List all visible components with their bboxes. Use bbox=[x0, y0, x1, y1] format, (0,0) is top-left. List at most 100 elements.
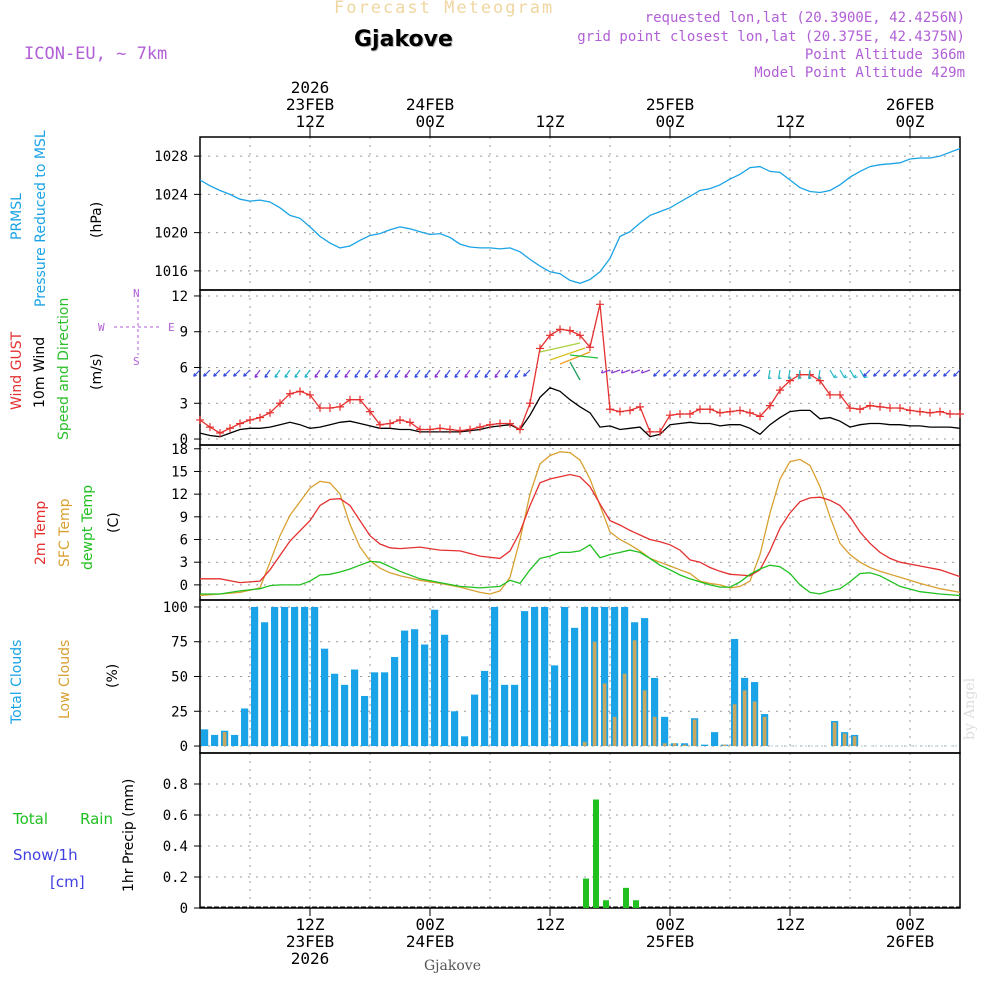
gust-marker bbox=[436, 424, 444, 433]
total-clouds-bar bbox=[251, 606, 259, 747]
total-clouds-bar bbox=[271, 606, 279, 747]
y-tick-label: 1020 bbox=[154, 226, 188, 242]
low-clouds-bar bbox=[832, 722, 837, 747]
y-tick-label: 0 bbox=[180, 432, 188, 448]
wind-direction-arrow bbox=[223, 369, 231, 377]
gust-marker bbox=[606, 405, 614, 414]
wind-direction-arrow bbox=[630, 369, 641, 374]
grid-point-coords: grid point closest lon,lat (20.375E, 42.… bbox=[577, 29, 965, 45]
wind-direction-arrow bbox=[549, 347, 586, 361]
place-title: Gjakove bbox=[354, 27, 453, 52]
wind-direction-arrow bbox=[903, 369, 911, 377]
gust-marker bbox=[396, 415, 404, 424]
wind-direction-arrow bbox=[264, 369, 271, 378]
y-tick-label: 25 bbox=[171, 704, 188, 720]
gust-marker bbox=[876, 402, 884, 411]
gust-marker bbox=[686, 410, 694, 418]
low-clouds-bar bbox=[662, 743, 667, 747]
gust-marker bbox=[656, 427, 664, 436]
model-altitude: Model Point Altitude 429m bbox=[754, 65, 965, 81]
wind-direction-arrow bbox=[913, 369, 921, 377]
low-clouds-bar bbox=[852, 736, 857, 747]
wind-direction-arrow bbox=[673, 369, 681, 377]
gust-marker bbox=[236, 419, 244, 428]
y-tick-label: 0.2 bbox=[163, 870, 188, 886]
low-clouds-bar bbox=[622, 673, 627, 747]
y-tick-label: 0.4 bbox=[163, 839, 188, 855]
bottom-axis-label: 23FEB bbox=[286, 932, 334, 951]
y-tick-label: 6 bbox=[180, 361, 188, 377]
low-clouds-bar bbox=[612, 716, 617, 747]
gust-marker bbox=[926, 408, 934, 417]
total-clouds-bar bbox=[611, 606, 619, 747]
wind-direction-arrow bbox=[743, 369, 751, 377]
wind-direction-arrow bbox=[723, 369, 731, 377]
bottom-axis-label: 12Z bbox=[776, 915, 805, 934]
wind-direction-arrow bbox=[213, 369, 221, 377]
panel-frame bbox=[199, 444, 961, 601]
gust-marker bbox=[546, 331, 554, 340]
y-tick-label: 100 bbox=[163, 600, 188, 616]
total-clouds-bar bbox=[561, 606, 569, 747]
wind-direction-arrow bbox=[703, 369, 711, 377]
gust-marker bbox=[216, 429, 224, 438]
wind-direction-arrow bbox=[464, 369, 471, 378]
wind-direction-arrow bbox=[883, 369, 891, 377]
total-clouds-bar bbox=[581, 606, 589, 747]
total-clouds-bar bbox=[491, 606, 499, 747]
gust-marker bbox=[566, 326, 574, 335]
gust-marker bbox=[386, 419, 394, 428]
wind-direction-arrow bbox=[474, 369, 481, 378]
wind-direction-arrow bbox=[559, 351, 591, 365]
top-axis-label: 25FEB bbox=[646, 95, 694, 114]
low-clouds-bar bbox=[632, 640, 637, 747]
wind-direction-arrow bbox=[344, 369, 351, 378]
gust-marker bbox=[496, 419, 504, 428]
wind-direction-arrow bbox=[434, 369, 441, 378]
gust-marker bbox=[366, 407, 374, 416]
total-clouds-bar bbox=[331, 673, 339, 747]
gust-marker bbox=[426, 425, 434, 434]
rain-bar bbox=[603, 900, 609, 908]
gust-marker bbox=[886, 404, 894, 413]
total-clouds-bar bbox=[541, 606, 549, 747]
rain-bar bbox=[583, 878, 589, 908]
top-axis-label: 24FEB bbox=[406, 95, 454, 114]
total-clouds-bar bbox=[501, 684, 509, 747]
panel-3: 0 25 50 75 100 bbox=[163, 599, 961, 755]
wind-direction-arrow bbox=[933, 369, 941, 377]
wind-direction-arrow bbox=[943, 369, 951, 377]
compass-s: S bbox=[133, 355, 140, 368]
wind-direction-arrow bbox=[873, 369, 881, 377]
wind-direction-arrow bbox=[767, 369, 772, 380]
top-axis-label: 12Z bbox=[776, 112, 805, 131]
gust-marker bbox=[406, 418, 414, 427]
total-clouds-bar bbox=[701, 744, 709, 747]
gust-marker bbox=[526, 399, 534, 408]
wind-direction-arrow bbox=[817, 369, 822, 380]
wind-direction-arrow bbox=[863, 369, 871, 377]
panel-frame bbox=[199, 752, 961, 909]
sfc-temp-line bbox=[199, 451, 961, 597]
watermark: by Angel bbox=[962, 677, 978, 740]
compass-e: E bbox=[168, 321, 175, 334]
y-tick-label: 0 bbox=[180, 901, 188, 917]
compass-cross bbox=[114, 299, 162, 355]
gust-marker bbox=[196, 415, 204, 424]
total-clouds-bar bbox=[261, 622, 269, 747]
wind-direction-arrow bbox=[424, 369, 431, 378]
wind-direction-arrow bbox=[797, 369, 802, 380]
panel-4: 0 0.2 0.4 0.6 0.8 bbox=[163, 752, 961, 917]
low-clouds-bar bbox=[602, 683, 607, 747]
gust-marker bbox=[736, 406, 744, 415]
gust-marker bbox=[276, 399, 284, 408]
wind-direction-arrow bbox=[484, 369, 491, 378]
wind-direction-arrow bbox=[203, 369, 211, 377]
y-tick-label: 3 bbox=[180, 555, 188, 571]
low-clouds-bar bbox=[652, 716, 657, 747]
wind-direction-arrow bbox=[354, 369, 361, 378]
low-clouds-bar bbox=[732, 704, 737, 747]
y-tick-label: 0.8 bbox=[163, 777, 188, 793]
wind-direction-arrow bbox=[569, 361, 581, 381]
